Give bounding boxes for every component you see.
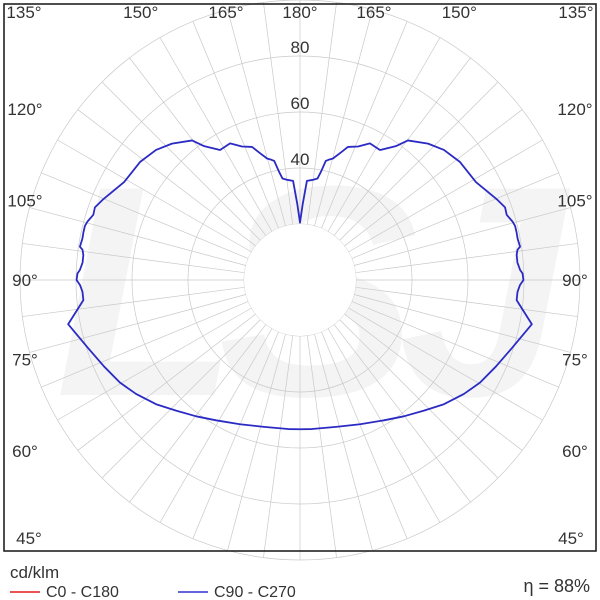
svg-text:165°: 165° [356, 3, 391, 22]
svg-text:60°: 60° [562, 442, 588, 461]
svg-text:C0 - C180: C0 - C180 [46, 584, 119, 600]
svg-text:80: 80 [291, 38, 310, 57]
svg-text:120°: 120° [7, 100, 42, 119]
svg-text:105°: 105° [7, 192, 42, 211]
svg-text:90°: 90° [12, 271, 38, 290]
svg-text:C90 - C270: C90 - C270 [214, 584, 296, 600]
svg-text:60°: 60° [12, 442, 38, 461]
svg-text:120°: 120° [557, 100, 592, 119]
svg-text:75°: 75° [562, 350, 588, 369]
svg-text:40: 40 [291, 150, 310, 169]
svg-text:150°: 150° [442, 3, 477, 22]
svg-text:135°: 135° [558, 3, 593, 22]
svg-text:180°: 180° [282, 3, 317, 22]
svg-text:45°: 45° [16, 529, 42, 548]
svg-text:cd/klm: cd/klm [10, 563, 59, 582]
svg-text:135°: 135° [6, 3, 41, 22]
svg-text:45°: 45° [558, 529, 584, 548]
svg-text:165°: 165° [208, 3, 243, 22]
svg-text:90°: 90° [562, 271, 588, 290]
svg-text:105°: 105° [557, 192, 592, 211]
svg-text:60: 60 [291, 94, 310, 113]
svg-text:75°: 75° [12, 350, 38, 369]
svg-text:150°: 150° [123, 3, 158, 22]
svg-text:η = 88%: η = 88% [523, 576, 590, 596]
